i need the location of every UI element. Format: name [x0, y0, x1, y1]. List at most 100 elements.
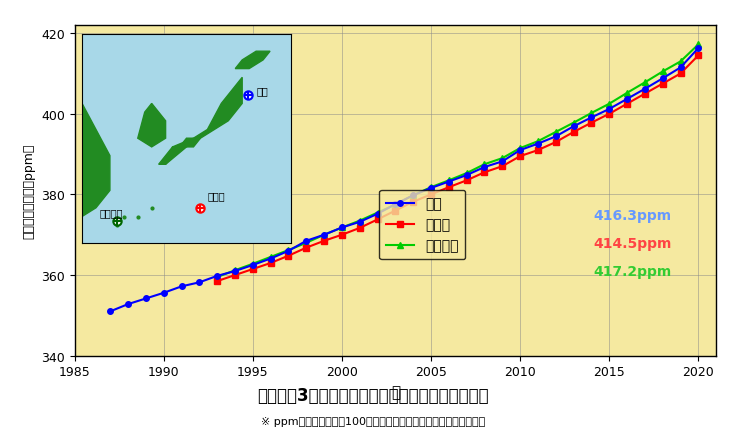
綾里 — [623, 97, 632, 102]
綾里 — [676, 66, 685, 71]
南鳥島 — [284, 253, 293, 259]
与那国島 — [373, 210, 382, 216]
南鳥島 — [427, 192, 436, 197]
綾里 — [142, 296, 151, 301]
綾里 — [319, 233, 328, 238]
与那国島 — [658, 70, 667, 75]
南鳥島 — [551, 140, 560, 145]
与那国島 — [551, 130, 560, 135]
南鳥島 — [498, 164, 507, 169]
綾里 — [605, 107, 614, 112]
与那国島 — [284, 248, 293, 253]
綾里 — [124, 302, 133, 307]
与那国島 — [409, 193, 418, 198]
綾里 — [284, 249, 293, 254]
与那国島 — [515, 146, 524, 151]
綾里 — [587, 115, 596, 121]
南鳥島 — [569, 130, 578, 135]
Text: ※ ppm：大気中の分子100万個中にある対象物質の個数を表す単位: ※ ppm：大気中の分子100万個中にある対象物質の個数を表す単位 — [261, 416, 485, 426]
綾里 — [213, 273, 222, 279]
南鳥島 — [213, 279, 222, 284]
与那国島 — [302, 240, 311, 246]
Text: 414.5ppm: 414.5ppm — [593, 237, 671, 251]
Line: 南鳥島: 南鳥島 — [214, 53, 701, 284]
南鳥島 — [319, 239, 328, 244]
Text: 416.3ppm: 416.3ppm — [593, 209, 671, 223]
南鳥島 — [623, 102, 632, 107]
南鳥島 — [515, 154, 524, 159]
綾里 — [337, 225, 346, 230]
綾里 — [551, 135, 560, 140]
Text: 図　国内3地点の大気中二酸化炭素濃度の年平均値: 図 国内3地点の大気中二酸化炭素濃度の年平均値 — [257, 386, 489, 404]
南鳥島 — [302, 246, 311, 251]
Polygon shape — [159, 148, 180, 165]
Polygon shape — [138, 104, 166, 148]
綾里 — [533, 141, 542, 147]
与那国島 — [498, 156, 507, 161]
与那国島 — [623, 91, 632, 96]
綾里 — [159, 290, 168, 296]
綾里 — [248, 263, 257, 268]
南鳥島 — [480, 170, 489, 175]
綾里 — [463, 173, 471, 178]
Text: 綾里: 綾里 — [256, 86, 268, 96]
綾里 — [391, 202, 400, 207]
Text: 与那国島: 与那国島 — [99, 208, 123, 217]
与那国島 — [445, 178, 454, 184]
与那国島 — [231, 268, 239, 273]
与那国島 — [355, 219, 364, 224]
与那国島 — [533, 139, 542, 145]
Legend: 綾里, 南鳥島, 与那国島: 綾里, 南鳥島, 与那国島 — [379, 190, 466, 260]
南鳥島 — [337, 233, 346, 238]
南鳥島 — [676, 72, 685, 77]
綾里 — [302, 239, 311, 244]
Line: 与那国島: 与那国島 — [214, 43, 701, 280]
南鳥島 — [694, 54, 703, 59]
綾里 — [515, 148, 524, 153]
与那国島 — [213, 275, 222, 280]
Line: 綾里: 綾里 — [107, 46, 701, 314]
綾里 — [373, 212, 382, 217]
南鳥島 — [266, 261, 275, 266]
南鳥島 — [391, 208, 400, 214]
与那国島 — [266, 255, 275, 260]
綾里 — [480, 165, 489, 170]
与那国島 — [587, 111, 596, 116]
綾里 — [195, 280, 204, 285]
Polygon shape — [180, 139, 201, 148]
X-axis label: 年: 年 — [391, 384, 400, 399]
南鳥島 — [409, 200, 418, 205]
与那国島 — [694, 43, 703, 48]
与那国島 — [480, 162, 489, 168]
南鳥島 — [463, 178, 471, 184]
与那国島 — [640, 81, 649, 86]
Y-axis label: 二酸化炭素濃度（ppm）: 二酸化炭素濃度（ppm） — [22, 143, 36, 239]
与那国島 — [463, 171, 471, 176]
綾里 — [498, 159, 507, 164]
綾里 — [640, 87, 649, 92]
南鳥島 — [248, 267, 257, 272]
南鳥島 — [533, 148, 542, 153]
綾里 — [266, 256, 275, 262]
Polygon shape — [166, 78, 242, 165]
与那国島 — [337, 225, 346, 230]
与那国島 — [248, 262, 257, 267]
綾里 — [409, 193, 418, 198]
南鳥島 — [640, 92, 649, 97]
南鳥島 — [373, 217, 382, 223]
南鳥島 — [658, 82, 667, 87]
綾里 — [569, 125, 578, 130]
与那国島 — [676, 59, 685, 65]
南鳥島 — [605, 112, 614, 117]
綾里 — [427, 186, 436, 191]
Text: 417.2ppm: 417.2ppm — [593, 265, 671, 279]
Polygon shape — [40, 104, 110, 217]
南鳥島 — [231, 273, 239, 278]
綾里 — [231, 269, 239, 274]
与那国島 — [427, 185, 436, 191]
綾里 — [177, 284, 186, 289]
南鳥島 — [445, 185, 454, 191]
南鳥島 — [587, 121, 596, 126]
与那国島 — [319, 233, 328, 238]
Text: 南鳥島: 南鳥島 — [207, 191, 225, 200]
